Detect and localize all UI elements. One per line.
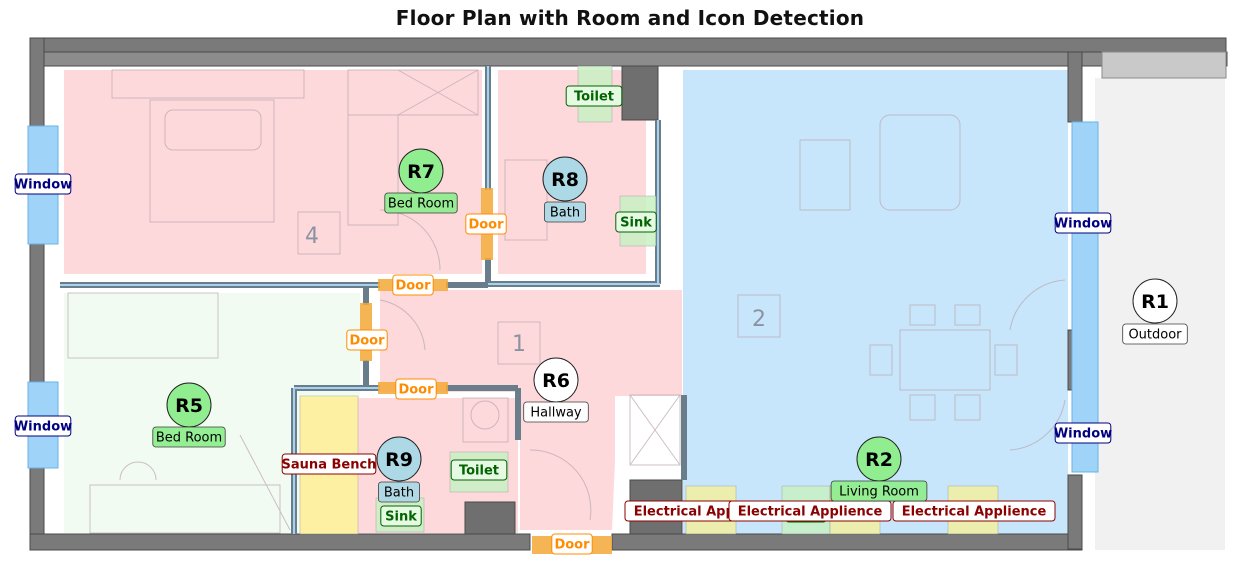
svg-text:Door: Door (395, 279, 431, 294)
appliance-label: Electrical Applience (728, 500, 892, 522)
window-shape (1071, 121, 1099, 473)
room-id: R1 (1141, 291, 1169, 313)
svg-text:Door: Door (349, 334, 385, 349)
svg-text:Sink: Sink (385, 510, 417, 525)
sketch-number-1: 1 (512, 332, 526, 357)
room-name: Outdoor (1128, 328, 1182, 343)
door-label: Door (465, 213, 507, 235)
sink-label: Sink (380, 505, 422, 527)
room-id: R2 (865, 449, 893, 471)
room-name: Bath (550, 206, 580, 221)
room-name: Living Room (839, 485, 919, 500)
svg-text:Toilet: Toilet (574, 90, 614, 105)
sketch-number-4: 4 (305, 224, 319, 249)
room-name-box (1122, 323, 1188, 345)
svg-text:Window: Window (14, 178, 72, 193)
door-label: Door (392, 274, 434, 296)
room-r8: R8 Bath (542, 156, 588, 223)
svg-text:Toilet: Toilet (459, 464, 499, 479)
window-label: Window (1054, 422, 1112, 444)
room-badge-circle (542, 156, 588, 202)
room-r1: R1 Outdoor (1122, 278, 1188, 345)
window-label: Window (14, 415, 72, 437)
room-name-box (523, 401, 589, 423)
room-name: Bed Room (388, 197, 454, 212)
room-fills (64, 70, 1225, 550)
svg-text:Door: Door (398, 383, 434, 398)
room-name-box (830, 480, 928, 502)
room-r6: R6 Hallway (523, 357, 589, 423)
room-r5: R5 Bed Room (152, 382, 226, 448)
room-badge-circle (376, 436, 422, 482)
door-label: Door (551, 533, 593, 555)
room-name: Bed Room (156, 431, 222, 446)
room-name: Hallway (530, 406, 582, 421)
sketch-number-2: 2 (752, 307, 766, 332)
svg-text:Window: Window (1054, 217, 1112, 232)
window-label: Window (1054, 212, 1112, 234)
room-badge-circle (1132, 278, 1178, 324)
toilet-label: Toilet (565, 85, 623, 107)
room-badges: R1 Outdoor R2 Living Room R5 Bed Room R6 Hallwa… (152, 148, 1188, 503)
door-label: Door (395, 378, 437, 400)
icon-labels: Window Window Window Window Door Door Door Door… (14, 85, 1112, 555)
room-id: R6 (542, 370, 570, 392)
room-r7: R7 Bed Room (384, 148, 458, 214)
room-id: R9 (385, 449, 413, 471)
svg-text:Sauna Bench: Sauna Bench (282, 458, 377, 473)
room-id: R8 (551, 169, 579, 191)
room-name-box (377, 481, 420, 503)
svg-text:Sink: Sink (620, 216, 652, 231)
sink-label: Sink (615, 211, 657, 233)
interior-walls-inner (60, 66, 660, 534)
room-id: R5 (175, 395, 203, 417)
svg-text:Window: Window (1054, 427, 1112, 442)
sauna-bench-label: Sauna Bench (282, 453, 377, 475)
svg-text:Electrical Applience: Electrical Applience (738, 505, 883, 520)
room-id: R7 (407, 161, 435, 183)
svg-text:Electrical Applience: Electrical Applience (902, 505, 1047, 520)
appliance-label: Electrical Applience (892, 500, 1056, 522)
svg-text:Window: Window (14, 420, 72, 435)
svg-text:Door: Door (468, 218, 504, 233)
toilet-label: Toilet (450, 459, 508, 481)
sketch-numbers: 4 1 2 (305, 224, 766, 357)
room-name-box (544, 201, 587, 223)
room-name-box (152, 426, 226, 448)
page-title: Floor Plan with Room and Icon Detection (395, 6, 865, 30)
room-r9: R9 Bath (376, 436, 422, 503)
room-r2: R2 Living Room (830, 436, 928, 502)
sketch-furniture (67, 69, 1066, 534)
room-name: Bath (384, 486, 414, 501)
room-name-box (384, 192, 458, 214)
door-label: Door (346, 329, 388, 351)
svg-text:Door: Door (554, 538, 590, 553)
window-label: Window (14, 173, 72, 195)
